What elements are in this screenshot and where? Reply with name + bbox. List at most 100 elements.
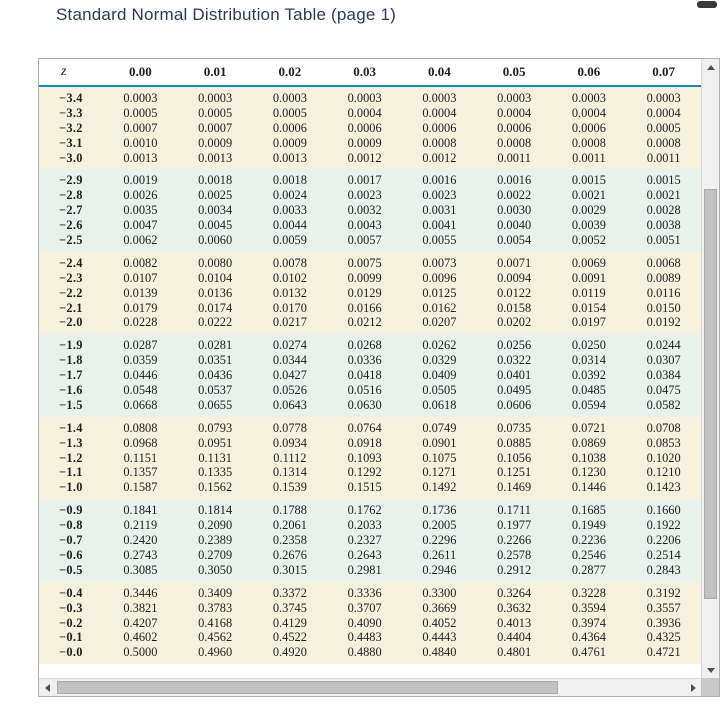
- probability-value: 0.4721: [646, 645, 681, 660]
- probability-value: 0.0217: [272, 315, 307, 330]
- probability-value: 0.0516: [347, 383, 382, 398]
- probability-value: 0.0384: [646, 368, 681, 383]
- probability-value: 0.1210: [646, 465, 681, 480]
- probability-value: 0.1131: [198, 450, 232, 465]
- probability-value: 0.2514: [646, 547, 681, 562]
- vertical-scrollbar[interactable]: [701, 59, 719, 678]
- probability-value: 0.1949: [571, 518, 606, 533]
- probability-value: 0.0968: [123, 435, 158, 450]
- table-row: −0.7 0.2420 0.2389 0.2358 0.2327 0.2296 0.2266…: [39, 533, 701, 548]
- probability-value: 0.0228: [123, 315, 158, 330]
- scroll-right-button[interactable]: [685, 679, 701, 696]
- probability-value: 0.0013: [272, 150, 307, 165]
- probability-value: 0.4920: [272, 645, 307, 660]
- table-row: −2.4 0.0082 0.0080 0.0078 0.0075 0.0073 0.0071…: [39, 256, 701, 271]
- probability-value: 0.0015: [571, 173, 606, 188]
- probability-value: 0.4207: [123, 615, 158, 630]
- probability-value: 0.0071: [497, 255, 532, 270]
- probability-value: 0.0005: [123, 105, 158, 120]
- probability-value: 0.0018: [198, 173, 233, 188]
- table-row: −0.6 0.2743 0.2709 0.2676 0.2643 0.2611 0.2578…: [39, 548, 701, 563]
- z-value: −2.2: [59, 285, 83, 300]
- probability-value: 0.0006: [422, 120, 457, 135]
- z-value: −1.4: [59, 420, 83, 435]
- probability-value: 0.0028: [646, 203, 681, 218]
- z-value: −3.4: [59, 91, 83, 105]
- probability-value: 0.0055: [422, 233, 457, 248]
- probability-value: 0.3192: [646, 585, 681, 600]
- probability-value: 0.4325: [646, 630, 681, 645]
- probability-value: 0.0107: [123, 270, 158, 285]
- probability-value: 0.0025: [198, 188, 233, 203]
- scroll-up-button[interactable]: [702, 59, 719, 75]
- probability-value: 0.0139: [123, 285, 158, 300]
- probability-value: 0.0007: [198, 120, 233, 135]
- z-value: −2.1: [59, 300, 83, 315]
- probability-value: 0.0166: [347, 300, 382, 315]
- probability-value: 0.0022: [497, 188, 532, 203]
- z-value: −2.4: [59, 255, 83, 270]
- probability-value: 0.1736: [422, 503, 457, 518]
- probability-value: 0.4562: [198, 630, 233, 645]
- value-column-header: 0.01: [203, 64, 227, 79]
- probability-value: 0.3409: [198, 585, 233, 600]
- probability-value: 0.1423: [646, 480, 681, 495]
- probability-value: 0.0314: [571, 353, 606, 368]
- probability-value: 0.1492: [422, 480, 457, 495]
- probability-value: 0.3974: [571, 615, 606, 630]
- probability-value: 0.0179: [123, 300, 158, 315]
- row-band: −1.4 0.0808 0.0793 0.0778 0.0764 0.0749 0.0735…: [39, 416, 701, 500]
- minimize-icon[interactable]: [697, 1, 717, 8]
- probability-value: 0.0793: [198, 420, 233, 435]
- probability-value: 0.4090: [347, 615, 382, 630]
- z-value: −1.0: [59, 480, 83, 495]
- scroll-left-button[interactable]: [39, 679, 55, 696]
- z-value: −1.6: [59, 383, 83, 398]
- probability-value: 0.0006: [272, 120, 307, 135]
- z-value: −1.7: [59, 368, 83, 383]
- probability-value: 0.0021: [571, 188, 606, 203]
- probability-value: 0.0005: [198, 105, 233, 120]
- probability-value: 0.0016: [497, 173, 532, 188]
- probability-value: 0.1762: [347, 503, 382, 518]
- probability-value: 0.0082: [123, 255, 158, 270]
- probability-value: 0.3632: [497, 600, 532, 615]
- probability-value: 0.0044: [272, 218, 307, 233]
- probability-value: 0.0033: [272, 203, 307, 218]
- probability-value: 0.0918: [347, 435, 382, 450]
- scroll-down-button[interactable]: [702, 662, 719, 678]
- probability-value: 0.0012: [422, 150, 457, 165]
- horizontal-scroll-thumb[interactable]: [57, 681, 558, 694]
- probability-value: 0.2578: [497, 547, 532, 562]
- probability-value: 0.1515: [347, 480, 382, 495]
- probability-value: 0.0011: [497, 150, 531, 165]
- probability-value: 0.0485: [571, 383, 606, 398]
- probability-value: 0.0606: [497, 397, 532, 412]
- probability-value: 0.0018: [272, 173, 307, 188]
- horizontal-scrollbar[interactable]: [39, 678, 701, 696]
- table-row: −0.8 0.2119 0.2090 0.2061 0.2033 0.2005 0.1977…: [39, 518, 701, 533]
- probability-value: 0.0047: [123, 218, 158, 233]
- probability-value: 0.0021: [646, 188, 681, 203]
- probability-value: 0.2981: [347, 562, 382, 577]
- probability-value: 0.0150: [646, 300, 681, 315]
- probability-value: 0.1685: [571, 503, 606, 518]
- probability-value: 0.0038: [646, 218, 681, 233]
- table-row: −1.0 0.1587 0.1562 0.1539 0.1515 0.1492 0.1469…: [39, 480, 701, 495]
- table-header-row: z 0.00 0.01 0.02 0.03 0.04 0.05 0.06 0.07: [39, 59, 701, 85]
- probability-value: 0.0197: [571, 315, 606, 330]
- value-column-header: 0.03: [353, 64, 376, 79]
- probability-value: 0.2266: [497, 533, 532, 548]
- probability-value: 0.1230: [571, 465, 606, 480]
- z-value: −2.5: [59, 233, 83, 248]
- probability-value: 0.0013: [123, 150, 158, 165]
- probability-value: 0.0003: [422, 91, 457, 105]
- probability-value: 0.0329: [422, 353, 457, 368]
- probability-value: 0.3707: [347, 600, 382, 615]
- probability-value: 0.1056: [497, 450, 532, 465]
- probability-value: 0.0202: [497, 315, 532, 330]
- probability-value: 0.0116: [646, 285, 681, 300]
- probability-value: 0.2676: [272, 547, 307, 562]
- value-column-header: 0.00: [129, 64, 152, 79]
- vertical-scroll-thumb[interactable]: [704, 189, 717, 599]
